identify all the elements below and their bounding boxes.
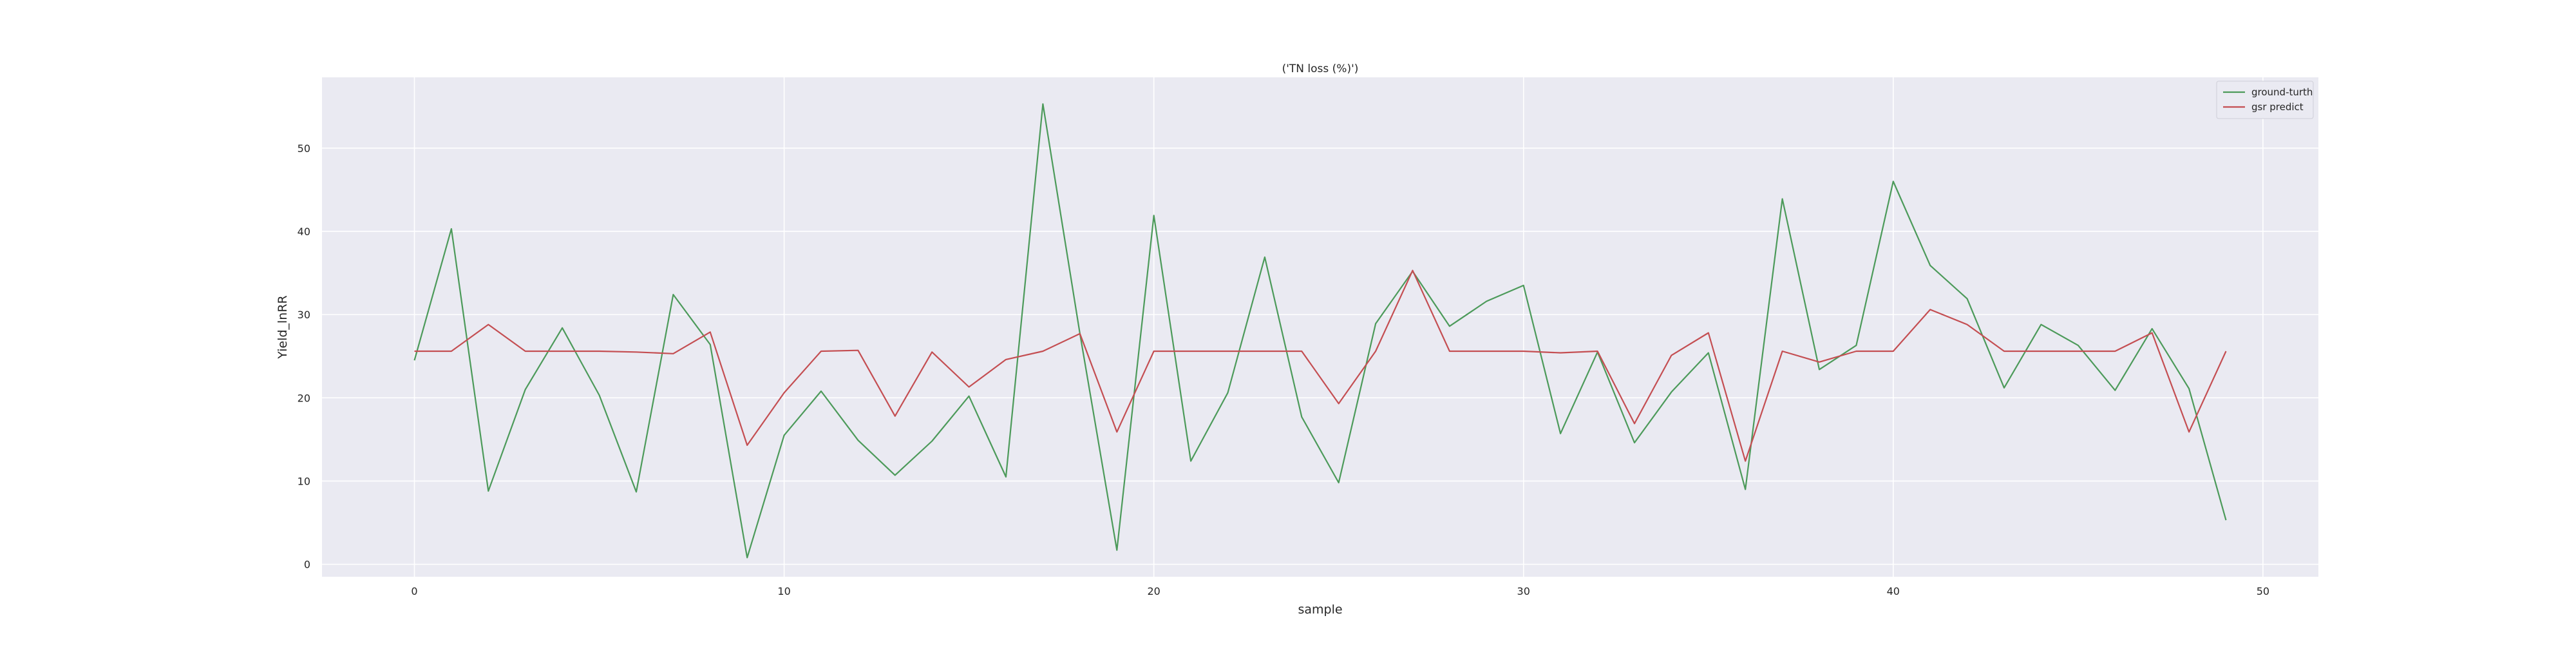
legend-items: ground-turth gsr predict xyxy=(2223,86,2313,113)
series-lines xyxy=(413,103,2227,559)
y-tick-label: 40 xyxy=(298,226,310,238)
y-tick-label: 10 xyxy=(298,475,310,487)
y-tick-label: 50 xyxy=(298,142,310,155)
series-line-0 xyxy=(413,103,2227,559)
x-tick-label: 50 xyxy=(2257,585,2269,597)
plot-area xyxy=(322,77,2318,577)
x-tick-label: 20 xyxy=(1147,585,1160,597)
y-tick-label: 20 xyxy=(298,392,310,404)
x-tick-label: 30 xyxy=(1517,585,1530,597)
y-axis-label: Yield_lnRR xyxy=(276,295,290,359)
x-tick-label: 0 xyxy=(411,585,417,597)
series-line-1 xyxy=(414,269,2227,462)
y-tick-label: 30 xyxy=(298,309,310,321)
chart-title: ('TN loss (%)') xyxy=(1282,63,1359,75)
legend-label: gsr predict xyxy=(2251,101,2304,113)
x-axis-label: sample xyxy=(1298,603,1342,617)
tick-labels: 0 10 20 30 40 50 0 10 20 30 40 50 xyxy=(298,142,2269,597)
x-tick-label: 40 xyxy=(1887,585,1900,597)
x-tick-label: 10 xyxy=(777,585,790,597)
legend-label: ground-turth xyxy=(2251,86,2313,98)
grid-lines xyxy=(322,77,2318,577)
y-tick-label: 0 xyxy=(304,559,310,571)
legend-box xyxy=(2216,81,2314,119)
legend: ground-turth gsr predict xyxy=(2216,81,2314,119)
